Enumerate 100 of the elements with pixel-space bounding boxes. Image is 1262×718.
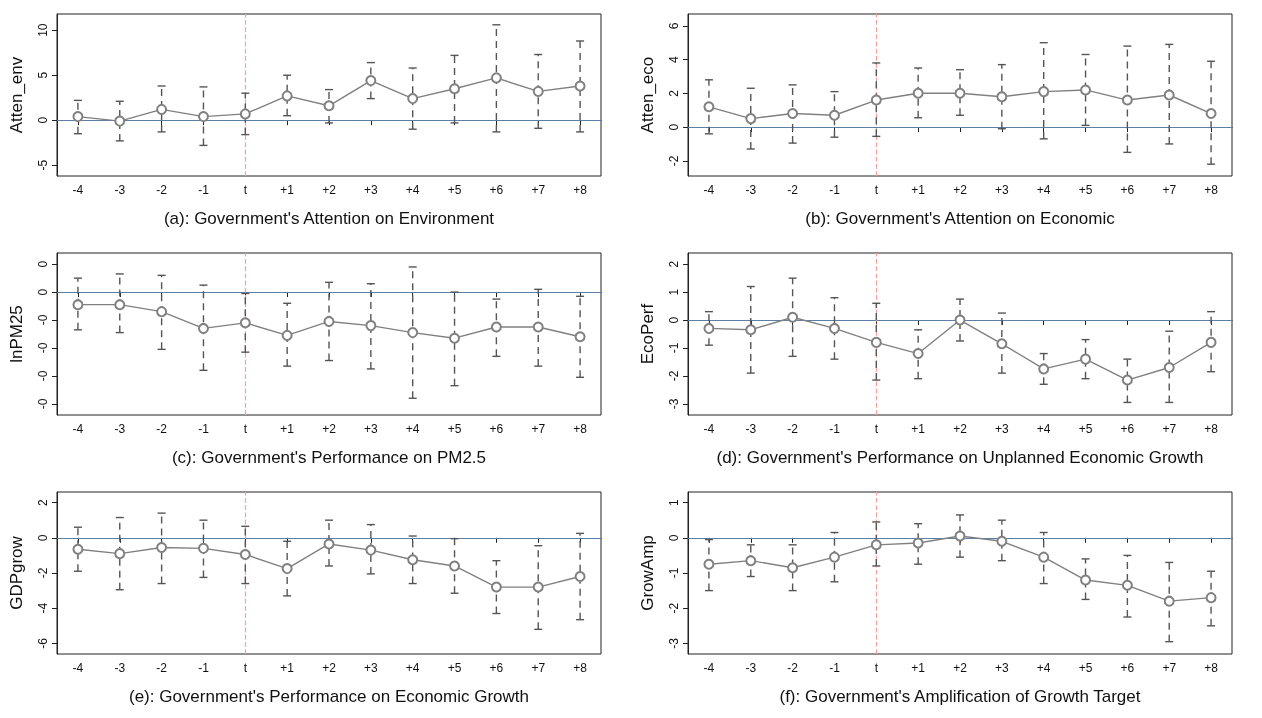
x-tick-label: +8 [1204,422,1219,436]
x-tick-label: -2 [156,183,168,197]
x-tick-label: +6 [489,661,504,675]
point [114,299,126,311]
x-tick-label: +6 [1120,183,1135,197]
x-tick-label: t [243,183,248,197]
x-tick-label: +6 [1120,661,1135,675]
point [912,87,924,99]
point [490,72,502,84]
y-tick-label: -1 [667,567,681,579]
x-tick-label: -1 [829,661,841,675]
point [745,113,757,125]
x-tick-label: +1 [911,183,926,197]
point [197,542,209,554]
y-tick-label: -6 [36,637,50,649]
y-tick-label: -0 [36,314,50,326]
point [1080,574,1092,586]
x-axis-title: (e): Government's Performance on Economic Growth [128,687,530,706]
point [365,320,377,332]
x-tick-label: +1 [280,661,295,675]
y-tick-label: -2 [667,370,681,382]
point [870,94,882,106]
point [1205,592,1217,604]
point [574,80,586,92]
point [449,560,461,572]
x-tick-label: -1 [198,422,210,436]
x-tick-label: -4 [703,183,715,197]
y-tick-label: 5 [36,71,50,79]
point [156,306,168,318]
point [114,548,126,560]
point [912,348,924,360]
point [407,93,419,105]
x-tick-label: +8 [573,183,588,197]
x-tick-label: -3 [114,422,126,436]
x-tick-label: -2 [156,661,168,675]
x-tick-label: -2 [156,422,168,436]
x-tick-label: +7 [1162,183,1177,197]
x-tick-label: +8 [1204,661,1219,675]
x-tick-label: +4 [1036,661,1051,675]
x-tick-label: +5 [447,183,462,197]
x-tick-label: t [874,661,879,675]
point [156,541,168,553]
x-tick-label: +5 [1078,183,1093,197]
x-tick-label: +2 [322,422,337,436]
point [197,111,209,123]
point [72,543,84,555]
point [323,538,335,550]
x-tick-label: +2 [322,661,337,675]
x-tick-label: +2 [953,661,968,675]
point [996,91,1008,103]
y-tick-label: 2 [667,89,681,97]
x-tick-label: -2 [787,183,799,197]
x-axis-title: (c): Government's Performance on PM2.5 [171,448,487,467]
y-tick-label: 2 [36,498,50,506]
x-tick-label: +1 [911,422,926,436]
point [1163,89,1175,101]
point [1205,108,1217,120]
y-tick-label: 0 [36,534,50,542]
x-tick-label: -1 [829,422,841,436]
y-tick-label: 0 [36,260,50,268]
point [490,581,502,593]
y-tick-label: -5 [36,159,50,171]
x-tick-label: +7 [531,183,546,197]
point [532,581,544,593]
y-tick-label: 0 [36,116,50,124]
y-axis-title: Atten_eco [638,56,657,134]
x-tick-label: -4 [703,422,715,436]
point [281,90,293,102]
x-tick-label: -4 [72,183,84,197]
point [365,544,377,556]
point [787,108,799,120]
y-tick-label: -0 [36,370,50,382]
x-tick-label: +5 [447,422,462,436]
x-tick-label: +4 [405,422,420,436]
x-tick-label: -3 [745,183,757,197]
point [281,329,293,341]
x-tick-label: +5 [447,661,462,675]
y-axis-title: GrowAmp [638,535,657,611]
point [365,75,377,87]
x-tick-label: +1 [280,422,295,436]
x-tick-label: +3 [995,422,1010,436]
y-tick-label: -2 [667,602,681,614]
x-tick-label: +7 [531,422,546,436]
x-tick-label: +7 [531,661,546,675]
x-tick-label: -4 [72,661,84,675]
point [72,299,84,311]
x-tick-label: +6 [489,183,504,197]
x-axis-title: (a): Government's Attention on Environment [163,209,495,228]
x-tick-label: -1 [829,183,841,197]
point [1038,86,1050,98]
y-tick-label: 4 [667,55,681,63]
point [703,558,715,570]
x-tick-label: +3 [364,661,379,675]
y-tick-label: -0 [36,398,50,410]
x-axis-title: (b): Government's Attention on Economic [805,209,1116,228]
x-tick-label: +2 [322,183,337,197]
point [323,100,335,112]
point [114,115,126,127]
point [239,317,251,329]
point [996,535,1008,547]
